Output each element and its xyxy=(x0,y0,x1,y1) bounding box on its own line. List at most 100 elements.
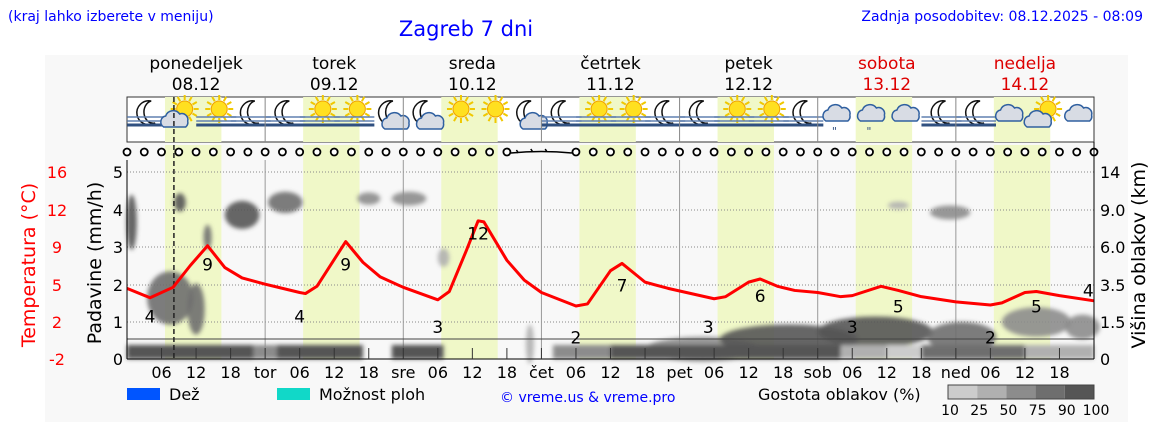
temperature-label: 2 xyxy=(571,328,582,348)
precip-tick: 4 xyxy=(113,201,123,220)
sun-icon xyxy=(487,100,505,118)
cloud-patch xyxy=(437,248,450,267)
temperature-label: 2 xyxy=(985,328,996,348)
calm-wind-circle xyxy=(1020,147,1030,157)
x-tick-label: sob xyxy=(804,363,832,382)
temp-tick: 5 xyxy=(52,276,62,295)
sun-ray xyxy=(487,116,492,122)
density-tick: 50 xyxy=(999,403,1017,419)
showers-legend-swatch xyxy=(277,388,310,400)
calm-wind-circle xyxy=(830,147,840,157)
sun-ray xyxy=(448,101,454,106)
temperature-label: 3 xyxy=(847,318,858,338)
last-updated: Zadnja posodobitev: 08.12.2025 - 08:09 xyxy=(861,9,1143,25)
sun-ray xyxy=(763,96,769,102)
showers-legend-label: Možnost ploh xyxy=(319,385,425,404)
low-cloud-patch xyxy=(552,345,611,359)
cloud-axis-title: Višina oblakov (km) xyxy=(1128,162,1150,349)
x-tick-label: 12 xyxy=(462,363,482,382)
daylight-band xyxy=(717,145,774,359)
sun-ray xyxy=(621,112,627,117)
sun-icon xyxy=(452,100,470,118)
day-date: 12.12 xyxy=(724,75,773,95)
x-tick-label: 18 xyxy=(497,363,517,382)
x-tick-label: sre xyxy=(391,363,415,382)
sun-ray xyxy=(744,101,750,106)
sun-ray xyxy=(211,96,216,102)
calm-wind-circle xyxy=(985,147,995,157)
day-date: 14.12 xyxy=(1001,75,1050,95)
temperature-label: 5 xyxy=(893,297,904,317)
cloud-icon xyxy=(994,104,1024,122)
cloud-icon xyxy=(891,104,920,122)
temp-tick: 12 xyxy=(47,201,67,220)
sun-ray xyxy=(172,101,178,106)
moon-fog-icon xyxy=(921,100,962,127)
sun-ray xyxy=(724,101,730,106)
cloud-icon xyxy=(822,104,851,122)
cloud-patch xyxy=(1065,314,1100,340)
moon-fog-icon xyxy=(645,100,686,127)
calm-wind-circle xyxy=(226,147,236,157)
sun-fog-icon xyxy=(196,95,237,127)
sun-ray xyxy=(1040,96,1045,102)
x-tick-label: 06 xyxy=(289,363,309,382)
calm-wind-circle xyxy=(347,147,356,157)
calm-wind-circle xyxy=(606,147,615,157)
sun-ray xyxy=(499,116,504,122)
temperature-label: 9 xyxy=(340,256,351,276)
density-scale-frame xyxy=(947,384,1095,400)
sun-fog-icon xyxy=(748,95,789,127)
calm-wind-circle xyxy=(1072,147,1082,157)
calm-wind-circle xyxy=(312,147,322,157)
calm-wind-circle xyxy=(122,147,132,157)
sun-ray xyxy=(226,101,232,106)
sun-icon xyxy=(625,100,643,118)
daylight-band xyxy=(303,145,360,359)
density-scale-swatch xyxy=(1035,385,1065,399)
sun-ray xyxy=(364,112,370,117)
precip-tick: 3 xyxy=(113,238,123,257)
day-date: 13.12 xyxy=(862,75,911,95)
low-cloud-patch xyxy=(886,345,922,359)
calm-wind-circle xyxy=(243,147,253,157)
sun-ray xyxy=(191,112,198,117)
temperature-line xyxy=(126,219,1095,308)
calm-wind-circle xyxy=(865,147,874,157)
calm-wind-circle xyxy=(1055,147,1064,157)
calm-wind-circle xyxy=(450,147,460,157)
calm-wind-circle xyxy=(588,147,598,157)
sun-ray xyxy=(1055,101,1061,106)
location-hint[interactable]: (kraj lahko izberete v meniju) xyxy=(8,9,214,25)
sun-ray xyxy=(625,96,631,102)
moon-cloud-icon xyxy=(377,100,410,130)
density-tick: 75 xyxy=(1029,403,1047,419)
calm-wind-circle xyxy=(571,147,581,157)
drizzle-icon: " xyxy=(866,125,871,138)
daylight-band xyxy=(579,145,636,359)
sun-ray xyxy=(640,101,647,106)
cloud-patch xyxy=(268,191,303,214)
x-tick-label: pet xyxy=(666,363,692,382)
calm-wind-circle xyxy=(623,147,633,157)
sun-ray xyxy=(314,96,320,102)
cloud-height-tick: 14 xyxy=(1100,163,1120,182)
sun-ray xyxy=(330,101,336,106)
day-date: 09.12 xyxy=(310,75,359,95)
temperature-label: 6 xyxy=(755,287,766,307)
sun-ray xyxy=(502,112,509,117)
sun-ray xyxy=(206,112,212,117)
copyright-link[interactable]: © vreme.us & vreme.pro xyxy=(500,390,675,406)
calm-wind-circle xyxy=(1003,147,1013,157)
sun-ray xyxy=(606,112,612,117)
x-tick-label: 18 xyxy=(635,363,655,382)
sun-ray xyxy=(586,101,592,106)
moon-fog-icon xyxy=(956,100,997,127)
sun-ray xyxy=(606,101,612,106)
day-date: 11.12 xyxy=(586,75,635,95)
temperature-label: 12 xyxy=(467,225,489,245)
temp-tick: 9 xyxy=(52,238,62,257)
sun-ray xyxy=(586,112,592,117)
calm-wind-circle xyxy=(485,147,495,157)
